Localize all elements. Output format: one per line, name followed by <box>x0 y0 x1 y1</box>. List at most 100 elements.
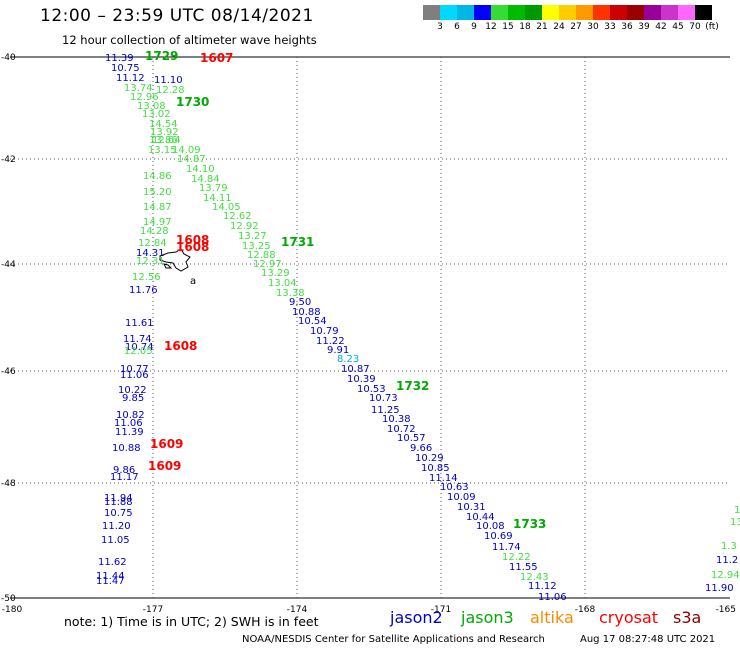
swh-value: 12.43 <box>520 572 549 583</box>
swh-value: 9.66 <box>410 443 432 454</box>
legend-jason3: jason3 <box>461 608 514 627</box>
swh-value: 10.79 <box>310 326 339 337</box>
time-label: 1608 <box>176 233 209 247</box>
swh-value: 14.54 <box>149 119 178 130</box>
color-scale-label: 39 <box>638 22 650 32</box>
time-label: 1609 <box>150 437 183 451</box>
lat-label: -42 <box>1 155 16 165</box>
color-scale-label: 45 <box>672 22 684 32</box>
lat-label: -44 <box>1 260 16 270</box>
swh-value: 10.69 <box>484 531 513 542</box>
color-scale-label: 15 <box>502 22 514 32</box>
swh-value: 11.06 <box>114 418 143 429</box>
swh-value: 14.87 <box>177 154 206 165</box>
swh-value: 11.12 <box>116 73 145 84</box>
swh-value: 10.38 <box>382 414 411 425</box>
swh-value: 13.29 <box>261 268 290 279</box>
color-scale-swatch <box>678 5 695 20</box>
swh-value: 10.29 <box>415 453 444 464</box>
time-label: 1731 <box>281 235 314 249</box>
swh-value: 12.62 <box>223 211 252 222</box>
color-scale-label: 3 <box>437 22 443 32</box>
color-scale-label: 12 <box>485 22 497 32</box>
swh-value: 10.75 <box>104 508 133 519</box>
swh-value: 14.09 <box>172 145 201 156</box>
swh-value: 10.44 <box>466 512 495 523</box>
swh-value: 13.25 <box>242 241 271 252</box>
swh-value: 12.88 <box>247 250 276 261</box>
swh-value: 12.22 <box>502 552 531 563</box>
swh-value: 13.15 <box>148 145 177 156</box>
swh-value: 11.10 <box>154 75 183 86</box>
swh-value: 11.05 <box>101 535 130 546</box>
color-scale-label: 9 <box>471 22 477 32</box>
swh-value: 12.96 <box>130 92 159 103</box>
swh-value: 10.75 <box>111 63 140 74</box>
color-scale-swatch <box>508 5 525 20</box>
swh-value: 13.02 <box>142 109 171 120</box>
swh-value: 14.28 <box>140 226 169 237</box>
color-scale-swatch <box>644 5 661 20</box>
swh-value: 14.84 <box>191 174 220 185</box>
swh-value: 10.53 <box>357 384 386 395</box>
lon-label: -165 <box>716 605 736 615</box>
time-label: 1609 <box>148 459 181 473</box>
time-label: 1729 <box>145 49 178 63</box>
color-scale-label: 24 <box>553 22 565 32</box>
time-label: 1733 <box>513 517 546 531</box>
swh-value: 10.74 <box>125 342 154 353</box>
lon-label: -177 <box>143 605 163 615</box>
swh-value: 15.20 <box>143 187 172 198</box>
lon-label: -174 <box>287 605 308 615</box>
swh-value: 14.05 <box>212 202 241 213</box>
swh-value: 13.08 <box>137 101 166 112</box>
swh-value: 10.31 <box>457 502 486 513</box>
legend-cryosat: cryosat <box>599 608 659 627</box>
swh-value: 13.74 <box>124 83 153 94</box>
time-label: 1732 <box>396 379 429 393</box>
color-scale-label: 18 <box>519 22 531 32</box>
swh-value: 11.12 <box>528 581 557 592</box>
swh-value: 10.08 <box>476 521 505 532</box>
color-scale-swatch <box>525 5 542 20</box>
time-label: 1608 <box>176 240 209 254</box>
color-scale-swatch <box>695 5 712 20</box>
legend-s3a: s3a <box>673 608 702 627</box>
swh-value: 10.72 <box>387 424 416 435</box>
swh-value: 14.87 <box>143 202 172 213</box>
swh-value: 13.38 <box>276 288 305 299</box>
color-scale-swatch <box>457 5 474 20</box>
swh-value: 10.87 <box>341 364 370 375</box>
swh-value: 13.04 <box>268 278 297 289</box>
color-scale-swatch <box>610 5 627 20</box>
swh-value: 12.94 <box>711 570 740 581</box>
swh-value: 14.10 <box>186 164 215 175</box>
swh-value: 9.50 <box>289 297 311 308</box>
swh-value: 11.61 <box>125 318 154 329</box>
color-scale-label: (ft) <box>705 22 719 32</box>
island-outline <box>159 248 191 272</box>
color-scale-label: 42 <box>655 22 667 32</box>
swh-value: 11.90 <box>705 583 734 594</box>
swh-value: 10.09 <box>447 492 476 503</box>
lat-label: -40 <box>1 53 16 63</box>
color-scale-label: 27 <box>570 22 582 32</box>
legend-jason2: jason2 <box>390 608 443 627</box>
color-scale-swatch <box>559 5 576 20</box>
lon-label: -180 <box>2 605 23 615</box>
time-label: 1730 <box>176 95 209 109</box>
swh-value: 13 <box>730 517 740 528</box>
color-scale-swatch <box>491 5 508 20</box>
color-scale-swatch <box>627 5 644 20</box>
swh-value: 12.31 <box>136 256 165 267</box>
swh-value: 1.3 <box>721 541 737 552</box>
color-scale-label: 70 <box>689 22 701 32</box>
swh-value: 12.28 <box>156 85 185 96</box>
page-title: 12:00 – 23:59 UTC 08/14/2021 <box>40 6 314 26</box>
swh-value: 11.22 <box>316 336 345 347</box>
swh-value: 10.82 <box>116 410 145 421</box>
swh-value: 10.39 <box>347 374 376 385</box>
time-label: 1608 <box>164 339 197 353</box>
color-scale-label: 30 <box>587 22 599 32</box>
